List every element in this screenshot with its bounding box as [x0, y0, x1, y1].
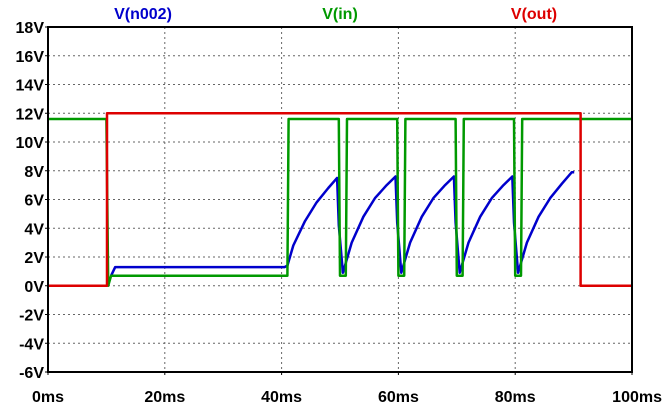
legend-vin: V(in)	[322, 6, 358, 23]
series-line-vin	[48, 117, 632, 288]
x-tick-label: 0ms	[32, 389, 64, 406]
y-tick-label: 2V	[24, 250, 44, 267]
y-tick-label: 4V	[24, 221, 44, 238]
y-tick-labels: 18V 16V 14V 12V 10V 8V 6V 4V 2V 0V -2V -4V -6V	[16, 20, 48, 382]
x-tick-label: 80ms	[495, 389, 536, 406]
y-tick-label: 14V	[16, 78, 45, 95]
y-tick-label: 16V	[16, 49, 45, 66]
series-line-vout	[48, 112, 632, 288]
series-line-vn002	[109, 170, 575, 277]
y-tick-label: -6V	[19, 365, 44, 382]
x-tick-label: 20ms	[144, 389, 185, 406]
y-tick-label: 12V	[16, 106, 45, 123]
y-tick-label: 0V	[24, 279, 44, 296]
x-tick-labels: 0ms 20ms 40ms 60ms 80ms 100ms	[32, 372, 662, 406]
legend: V(n002) V(in) V(out)	[114, 6, 557, 23]
x-tick-label: 40ms	[261, 389, 302, 406]
y-tick-label: -4V	[19, 336, 44, 353]
y-tick-label: 8V	[24, 164, 44, 181]
series-traces	[48, 112, 632, 288]
legend-vn002: V(n002)	[114, 6, 172, 23]
legend-vout: V(out)	[511, 6, 557, 23]
y-tick-label: 18V	[16, 20, 45, 37]
y-tick-label: 10V	[16, 135, 45, 152]
y-tick-label: 6V	[24, 193, 44, 210]
y-tick-label: -2V	[19, 308, 44, 325]
x-tick-label: 100ms	[612, 389, 662, 406]
x-tick-label: 60ms	[378, 389, 419, 406]
plot-frame	[47, 26, 633, 373]
